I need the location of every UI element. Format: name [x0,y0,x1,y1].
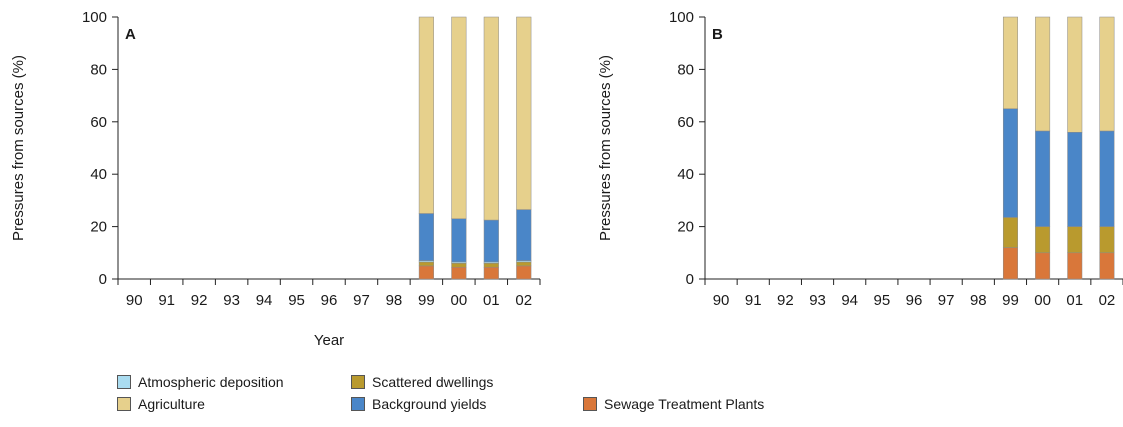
x-tick-label-b-94: 94 [841,292,858,309]
bar-segment-a-02-scattered-dwellings [516,261,532,267]
legend-item-atmospheric-deposition: Atmospheric deposition [117,374,284,390]
y-tick-label-b-40: 40 [677,166,694,183]
x-tick-label-a-90: 90 [126,292,143,309]
legend-item-sewage-treatment-plants: Sewage Treatment Plants [583,396,764,412]
x-tick-label-b-00: 00 [1034,292,1051,309]
bar-segment-b-02-scattered-dwellings [1099,226,1115,254]
bar-segment-a-00-scattered-dwellings [451,263,467,268]
legend-item-agriculture: Agriculture [117,396,205,412]
legend-item-scattered-dwellings: Scattered dwellings [351,374,493,390]
panel-label-a: A [125,26,136,43]
bar-segment-a-01-background-yields [483,219,499,263]
bar-segment-b-01-scattered-dwellings [1067,226,1083,254]
y-axis-title-b: Pressures from sources (%) [597,55,614,241]
y-tick-label-b-100: 100 [669,9,694,26]
x-tick-label-a-92: 92 [191,292,208,309]
panel-label-b: B [712,26,723,43]
legend-item-background-yields: Background yields [351,396,486,412]
x-tick-label-a-96: 96 [321,292,338,309]
x-tick-label-b-01: 01 [1066,292,1083,309]
x-tick-label-b-98: 98 [970,292,987,309]
bar-segment-a-02-sewage-treatment-plants [516,265,532,280]
legend-swatch-sewage-treatment-plants [583,397,597,411]
y-tick-label-b-0: 0 [686,271,694,288]
bar-segment-b-99-background-yields [1002,108,1018,218]
x-tick-label-b-97: 97 [938,292,955,309]
bar-segment-a-99-background-yields [418,213,434,261]
x-tick-label-a-01: 01 [483,292,500,309]
bar-segment-a-02-agriculture [516,16,532,210]
bar-segment-a-00-agriculture [451,16,467,219]
x-tick-label-a-97: 97 [353,292,370,309]
bar-segment-a-00-background-yields [451,218,467,263]
legend-label-background-yields: Background yields [372,396,487,412]
x-tick-label-b-95: 95 [874,292,891,309]
bar-segment-b-99-scattered-dwellings [1002,217,1018,248]
bar-segment-b-00-sewage-treatment-plants [1035,252,1051,280]
x-tick-label-b-92: 92 [777,292,794,309]
y-tick-label-a-0: 0 [99,271,107,288]
bar-segment-a-00-sewage-treatment-plants [451,266,467,280]
bar-segment-a-99-scattered-dwellings [418,261,434,267]
y-tick-label-a-100: 100 [82,9,107,26]
bar-segment-b-99-sewage-treatment-plants [1002,247,1018,280]
x-tick-label-a-02: 02 [515,292,532,309]
bar-segment-a-01-scattered-dwellings [483,263,499,268]
bar-segment-b-00-background-yields [1035,130,1051,227]
bar-segment-a-01-agriculture [483,16,499,221]
y-tick-label-a-40: 40 [90,166,107,183]
bar-segment-b-01-agriculture [1067,16,1083,133]
bar-segment-b-01-background-yields [1067,132,1083,227]
legend-swatch-background-yields [351,397,365,411]
y-tick-label-b-20: 20 [677,219,694,236]
x-tick-label-a-99: 99 [418,292,435,309]
x-tick-label-a-93: 93 [223,292,240,309]
legend-swatch-atmospheric-deposition [117,375,131,389]
y-tick-label-a-60: 60 [90,114,107,131]
y-tick-label-b-80: 80 [677,61,694,78]
legend-label-agriculture: Agriculture [138,396,205,412]
bar-segment-a-01-sewage-treatment-plants [483,266,499,280]
y-tick-label-a-80: 80 [90,61,107,78]
bar-segment-a-99-agriculture [418,16,434,214]
legend-label-sewage-treatment-plants: Sewage Treatment Plants [604,396,765,412]
x-tick-label-b-99: 99 [1002,292,1019,309]
x-tick-label-b-93: 93 [809,292,826,309]
bar-segment-b-01-sewage-treatment-plants [1067,252,1083,280]
bar-segment-b-00-agriculture [1035,16,1051,132]
x-tick-label-b-91: 91 [745,292,762,309]
y-tick-label-a-20: 20 [90,219,107,236]
x-tick-label-a-91: 91 [158,292,175,309]
legend-label-atmospheric-deposition: Atmospheric deposition [138,374,284,390]
y-tick-label-b-60: 60 [677,114,694,131]
bar-segment-b-02-sewage-treatment-plants [1099,252,1115,280]
y-axis-title-a: Pressures from sources (%) [10,55,27,241]
bar-segment-b-02-agriculture [1099,16,1115,132]
legend-swatch-scattered-dwellings [351,375,365,389]
x-tick-label-a-00: 00 [451,292,468,309]
legend-swatch-agriculture [117,397,131,411]
x-tick-label-a-98: 98 [386,292,403,309]
legend-label-scattered-dwellings: Scattered dwellings [372,374,494,390]
x-tick-label-a-95: 95 [288,292,305,309]
bar-segment-b-02-background-yields [1099,130,1115,227]
bar-segment-b-00-scattered-dwellings [1035,226,1051,254]
bar-segment-b-99-agriculture [1002,16,1018,109]
x-tick-label-b-02: 02 [1099,292,1116,309]
x-tick-label-b-96: 96 [906,292,923,309]
bar-segment-a-02-background-yields [516,209,532,261]
x-axis-title-a: Year [314,332,344,349]
x-tick-label-b-90: 90 [713,292,730,309]
bar-segment-a-99-sewage-treatment-plants [418,265,434,280]
x-tick-label-a-94: 94 [256,292,273,309]
